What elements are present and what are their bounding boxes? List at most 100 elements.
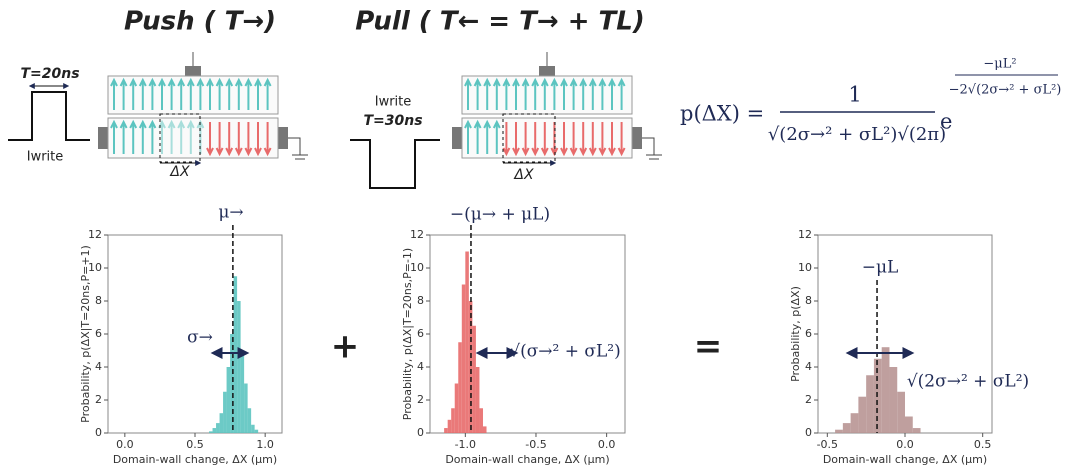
dx-label: ΔX: [169, 164, 190, 180]
dx-label: ΔX: [513, 167, 534, 183]
annotation: √(2σ→² + σL²): [907, 372, 1029, 392]
spin-arrow: [225, 77, 234, 110]
spin-arrow: [492, 77, 501, 110]
spin-arrow: [186, 77, 195, 110]
annotation: μ→: [218, 203, 243, 223]
y-tick-label: 4: [95, 360, 102, 373]
spin-arrow: [119, 119, 128, 154]
histogram-bar: [479, 408, 483, 433]
spin-arrow: [196, 77, 205, 110]
spin-arrow: [560, 122, 568, 157]
histogram-bar: [866, 375, 874, 433]
x-tick-label: -1.0: [455, 438, 476, 451]
current-label: Iwrite: [27, 150, 64, 165]
y-tick-label: 6: [417, 327, 424, 340]
spin-arrow: [579, 122, 588, 157]
formula: √(2σ→² + σL²)√(2π): [768, 124, 946, 145]
x-axis-label: Domain-wall change, ΔX (μm): [113, 453, 277, 466]
y-tick-label: 4: [417, 360, 424, 373]
annotation: σ→: [187, 328, 213, 348]
pulse: [8, 91, 90, 141]
x-tick-label: 0.5: [186, 438, 204, 451]
spin-arrow: [263, 122, 272, 157]
histogram-bar: [905, 416, 913, 433]
spin-arrow: [521, 122, 530, 157]
histogram-bar: [881, 347, 890, 433]
formula: −μL²: [983, 57, 1016, 72]
histogram-bar: [858, 396, 867, 433]
spin-arrow: [464, 119, 472, 154]
spin-arrow: [167, 119, 176, 154]
spin-arrow: [502, 122, 511, 157]
histogram-bar: [472, 325, 476, 433]
plus-sign: +: [331, 327, 360, 367]
spin-arrow: [540, 77, 549, 110]
pulse-label: T=30ns: [363, 113, 422, 129]
spin-arrow: [234, 122, 243, 157]
histogram-bar: [244, 383, 248, 433]
x-axis-label: Domain-wall change, ΔX (μm): [823, 453, 987, 466]
x-tick-label: 1.0: [256, 438, 274, 451]
histogram-bar: [219, 413, 224, 433]
y-tick-label: 10: [410, 261, 424, 274]
spin-arrow: [512, 77, 520, 110]
spin-arrow: [540, 122, 549, 157]
x-axis-label: Domain-wall change, ΔX (μm): [445, 453, 609, 466]
histogram-bar: [209, 431, 213, 433]
histogram-bar: [451, 408, 455, 433]
ground: [642, 137, 662, 160]
spin-arrow: [148, 77, 157, 110]
spin-arrow: [502, 77, 511, 110]
spin-arrow: [588, 122, 597, 157]
spin-arrow: [119, 77, 128, 110]
histogram-bar: [454, 383, 459, 433]
x-tick-label: -0.5: [525, 438, 546, 451]
contact: [278, 127, 288, 149]
histogram-bar: [230, 334, 234, 433]
histogram-bar: [458, 342, 462, 433]
spin-arrow: [579, 77, 588, 110]
spin-arrow: [598, 122, 607, 157]
histogram-bar: [447, 419, 452, 433]
spin-arrow: [617, 122, 626, 157]
spin-arrow: [464, 77, 472, 110]
histogram-bar: [889, 367, 898, 433]
push-title: Push ( T→): [124, 7, 276, 37]
histogram-bar: [216, 423, 220, 433]
y-tick-label: 2: [417, 393, 424, 406]
spin-arrow: [186, 119, 195, 154]
spin-arrow: [254, 77, 262, 110]
formula: p(ΔX) =: [680, 102, 764, 126]
contact: [185, 66, 201, 76]
y-tick-label: 2: [805, 393, 812, 406]
histogram-bar: [247, 408, 252, 433]
histogram-bar: [254, 429, 259, 433]
spin-arrow: [206, 122, 214, 157]
spin-arrow: [473, 119, 482, 154]
plot-frame: [107, 234, 283, 434]
ground: [288, 137, 308, 160]
histogram-bar: [223, 391, 227, 433]
spin-arrow: [588, 77, 597, 110]
histogram-bar: [912, 428, 921, 433]
histogram-bar: [850, 413, 859, 433]
shift-box: [159, 113, 201, 163]
histogram-bar: [482, 426, 487, 433]
spin-arrow: [473, 77, 482, 110]
spin-arrow: [206, 77, 214, 110]
spin-arrow: [608, 77, 616, 110]
y-tick-label: 8: [95, 294, 102, 307]
x-tick-label: 0.0: [598, 438, 616, 451]
spin-arrow: [148, 119, 157, 154]
y-tick-label: 8: [805, 294, 812, 307]
annotation: −μL: [862, 258, 899, 278]
x-tick-label: 0.5: [974, 438, 992, 451]
histogram-bar: [468, 301, 473, 433]
histogram-bar: [835, 429, 843, 433]
shift-box: [502, 113, 556, 163]
y-tick-label: 0: [805, 426, 812, 439]
x-tick-label: 0.0: [896, 438, 914, 451]
spin-arrow: [598, 77, 607, 110]
spin-arrow: [531, 122, 540, 157]
